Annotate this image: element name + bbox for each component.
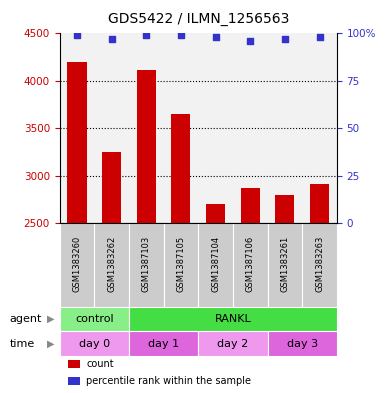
Bar — [137, 70, 156, 223]
Bar — [233, 223, 268, 307]
Bar — [310, 184, 329, 223]
Text: GSM1383263: GSM1383263 — [315, 236, 324, 292]
Bar — [241, 188, 260, 223]
Bar — [60, 33, 94, 223]
Text: day 0: day 0 — [79, 339, 110, 349]
Text: control: control — [75, 314, 114, 324]
Bar — [68, 360, 80, 368]
Text: day 2: day 2 — [217, 339, 249, 349]
Point — [74, 32, 80, 39]
Bar — [60, 331, 129, 356]
Point — [178, 32, 184, 39]
Bar — [206, 204, 225, 223]
Bar — [198, 223, 233, 307]
Point — [109, 36, 115, 42]
Text: GDS5422 / ILMN_1256563: GDS5422 / ILMN_1256563 — [107, 11, 289, 26]
Bar — [171, 114, 191, 223]
Bar — [302, 223, 337, 307]
Bar — [102, 152, 121, 223]
Bar — [302, 33, 337, 223]
Point — [247, 38, 253, 44]
Text: GSM1387105: GSM1387105 — [176, 236, 186, 292]
Bar — [233, 33, 268, 223]
Text: agent: agent — [10, 314, 42, 324]
Text: ▶: ▶ — [47, 314, 55, 324]
Bar — [275, 195, 295, 223]
Bar — [164, 223, 198, 307]
Point — [213, 34, 219, 40]
Text: day 3: day 3 — [287, 339, 318, 349]
Bar — [94, 33, 129, 223]
Text: day 1: day 1 — [148, 339, 179, 349]
Bar — [60, 307, 129, 331]
Bar — [268, 33, 302, 223]
Text: count: count — [86, 358, 114, 369]
Text: GSM1383260: GSM1383260 — [72, 236, 82, 292]
Bar — [129, 307, 337, 331]
Point — [316, 34, 323, 40]
Bar — [60, 223, 94, 307]
Text: time: time — [10, 339, 35, 349]
Point — [282, 36, 288, 42]
Bar — [268, 331, 337, 356]
Bar — [164, 33, 198, 223]
Text: percentile rank within the sample: percentile rank within the sample — [86, 376, 251, 386]
Text: GSM1383262: GSM1383262 — [107, 236, 116, 292]
Text: RANKL: RANKL — [214, 314, 251, 324]
Bar — [67, 62, 87, 223]
Bar — [198, 331, 268, 356]
Bar — [129, 223, 164, 307]
Bar — [198, 33, 233, 223]
Text: GSM1387104: GSM1387104 — [211, 236, 220, 292]
Text: GSM1383261: GSM1383261 — [280, 236, 290, 292]
Text: GSM1387106: GSM1387106 — [246, 236, 255, 292]
Point — [143, 32, 149, 39]
Bar — [129, 33, 164, 223]
Bar — [268, 223, 302, 307]
Text: ▶: ▶ — [47, 339, 55, 349]
Text: GSM1387103: GSM1387103 — [142, 236, 151, 292]
Bar — [129, 331, 198, 356]
Bar — [68, 377, 80, 385]
Bar — [94, 223, 129, 307]
